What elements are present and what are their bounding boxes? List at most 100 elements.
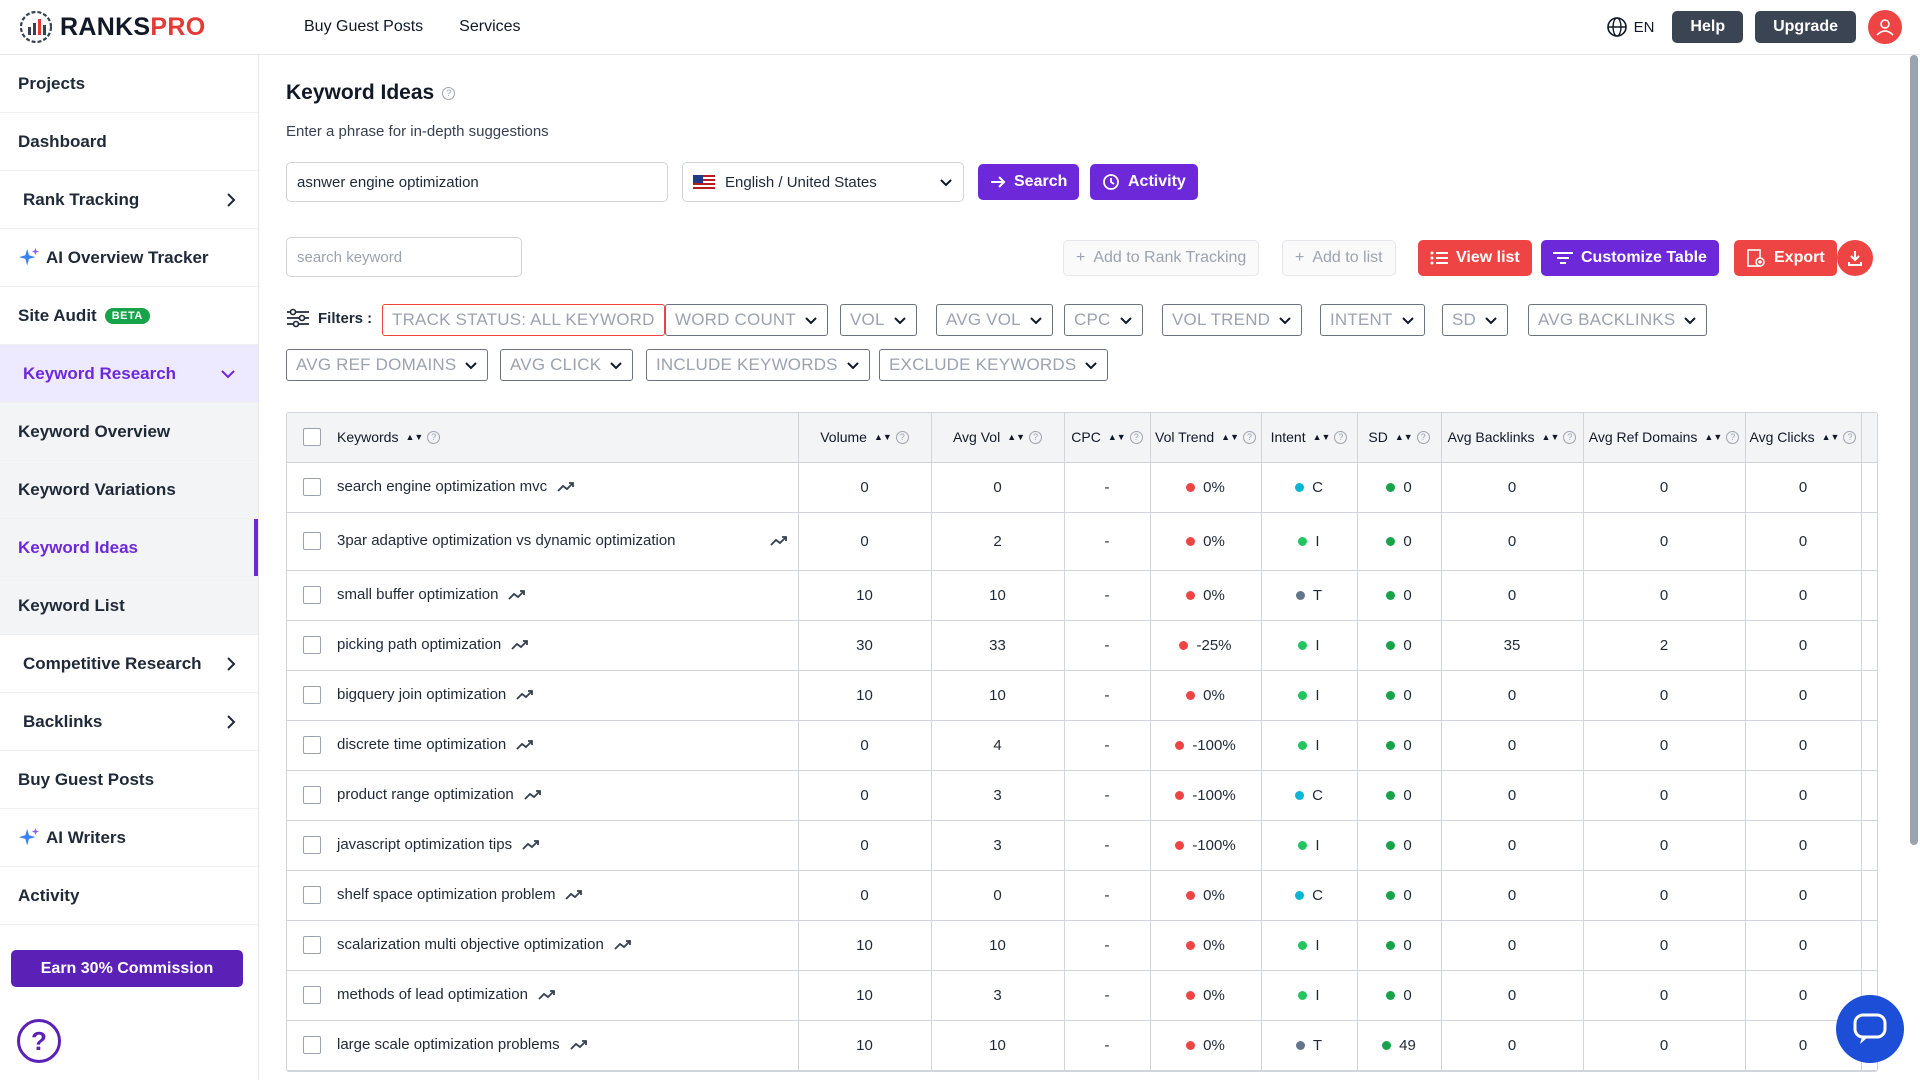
info-icon[interactable]: ? (1726, 430, 1740, 444)
column-header-avg-backlinks[interactable]: Avg Backlinks ▲▼? (1441, 413, 1584, 463)
trend-chart-icon[interactable] (614, 939, 632, 951)
filter-chip-exclude-keywords[interactable]: EXCLUDE KEYWORDS (879, 349, 1109, 381)
info-icon[interactable]: ? (427, 430, 441, 444)
locale-select[interactable]: English / United States (682, 162, 964, 202)
download-button[interactable] (1837, 240, 1873, 276)
avatar[interactable] (1868, 10, 1902, 44)
info-icon[interactable]: ? (1334, 430, 1348, 444)
trend-chart-icon[interactable] (565, 889, 583, 901)
filter-chip-avg-vol[interactable]: AVG VOL (936, 304, 1053, 336)
sidebar-item-keyword-list[interactable]: Keyword List (0, 577, 258, 635)
filter-chip-track-status-all-keyword[interactable]: TRACK STATUS: ALL KEYWORD (382, 304, 665, 336)
table-row[interactable]: 3par adaptive optimization vs dynamic op… (287, 512, 1877, 571)
sidebar-item-ai-overview[interactable]: AI Overview Tracker (0, 229, 258, 287)
keyword-text[interactable]: 3par adaptive optimization vs dynamic op… (337, 532, 676, 549)
earn-commission-button[interactable]: Earn 30% Commission (11, 950, 243, 987)
page-scrollbar[interactable] (1910, 55, 1918, 845)
column-header-volume[interactable]: Volume ▲▼? (798, 413, 932, 463)
row-checkbox[interactable] (303, 686, 321, 705)
sidebar-item-site-audit[interactable]: Site Audit BETA (0, 287, 258, 345)
filter-chip-avg-ref-domains[interactable]: AVG REF DOMAINS (286, 349, 489, 381)
sidebar-item-keyword-ideas[interactable]: Keyword Ideas (0, 519, 258, 577)
keyword-text[interactable]: product range optimization (337, 786, 514, 803)
filter-chip-intent[interactable]: INTENT (1320, 304, 1425, 336)
filter-chip-avg-click[interactable]: AVG CLICK (500, 349, 634, 381)
filter-chip-vol-trend[interactable]: VOL TREND (1162, 304, 1303, 336)
phrase-input[interactable] (286, 162, 668, 202)
language-selector[interactable]: EN (1606, 16, 1654, 38)
keyword-text[interactable]: methods of lead optimization (337, 986, 528, 1003)
customize-table-button[interactable]: Customize Table (1541, 240, 1719, 276)
trend-chart-icon[interactable] (557, 481, 575, 493)
table-row[interactable]: picking path optimization 30 33- -25% I 0 35 2 0 (287, 620, 1877, 671)
table-row[interactable]: discrete time optimization 0 4- -100% I 0 0 0 0 (287, 720, 1877, 771)
keyword-text[interactable]: small buffer optimization (337, 586, 499, 603)
sidebar-item-activity[interactable]: Activity (0, 867, 258, 925)
table-row[interactable]: small buffer optimization 10 10-0% T 0 0 0 0 (287, 570, 1877, 621)
topnav-buy-guest-posts[interactable]: Buy Guest Posts (304, 18, 424, 35)
column-header-sd[interactable]: SD ▲▼? (1357, 413, 1442, 463)
sidebar-item-ai-writers[interactable]: AI Writers (0, 809, 258, 867)
topnav-services[interactable]: Services (459, 18, 521, 35)
row-checkbox[interactable] (303, 586, 321, 605)
table-row[interactable]: javascript optimization tips 0 3- -100% I 0 0 0… (287, 820, 1877, 871)
column-header-keywords[interactable]: Keywords ▲▼? (337, 413, 799, 463)
column-header-avg-clicks[interactable]: Avg Clicks ▲▼? (1745, 413, 1862, 463)
filter-chip-avg-backlinks[interactable]: AVG BACKLINKS (1528, 304, 1708, 336)
sidebar-item-projects[interactable]: Projects (0, 55, 258, 113)
add-to-rank-tracking-button[interactable]: + Add to Rank Tracking (1063, 240, 1260, 276)
sidebar-item-keyword-variations[interactable]: Keyword Variations (0, 461, 258, 519)
filter-chip-include-keywords[interactable]: INCLUDE KEYWORDS (646, 349, 870, 381)
info-icon[interactable]: ? (1129, 430, 1143, 444)
row-checkbox[interactable] (303, 478, 321, 497)
row-checkbox[interactable] (303, 936, 321, 955)
info-icon[interactable]: ? (1843, 430, 1857, 444)
row-checkbox[interactable] (303, 1036, 321, 1055)
help-circle-icon[interactable]: ? (17, 1019, 61, 1063)
trend-chart-icon[interactable] (524, 789, 542, 801)
trend-chart-icon[interactable] (516, 739, 534, 751)
sidebar-item-keyword-research[interactable]: Keyword Research (0, 345, 258, 403)
column-header-cpc[interactable]: CPC ▲▼? (1064, 413, 1151, 463)
info-icon[interactable]: ? (895, 430, 909, 444)
search-keyword-input[interactable]: search keyword (286, 237, 522, 277)
table-row[interactable]: shelf space optimization problem 0 0-0% C 0 0… (287, 870, 1877, 921)
table-row[interactable]: large scale optimization problems 10 10-0%… (287, 1020, 1877, 1071)
row-checkbox[interactable] (303, 986, 321, 1005)
upgrade-button[interactable]: Upgrade (1755, 11, 1856, 43)
keyword-text[interactable]: discrete time optimization (337, 736, 507, 753)
sidebar-item-buy-guest-posts[interactable]: Buy Guest Posts (0, 751, 258, 809)
keyword-text[interactable]: picking path optimization (337, 636, 502, 653)
filter-chip-vol[interactable]: VOL (840, 304, 917, 336)
info-icon[interactable]: ? (1029, 430, 1043, 444)
row-checkbox[interactable] (303, 886, 321, 905)
row-checkbox[interactable] (303, 836, 321, 855)
export-button[interactable]: Export (1734, 240, 1837, 276)
column-header-intent[interactable]: Intent ▲▼? (1261, 413, 1358, 463)
trend-chart-icon[interactable] (538, 989, 556, 1001)
info-icon[interactable]: ? (1563, 430, 1577, 444)
info-icon[interactable]: ? (1242, 430, 1256, 444)
info-icon[interactable]: ? (1416, 430, 1430, 444)
filter-chip-cpc[interactable]: CPC (1064, 304, 1143, 336)
sidebar-item-rank-tracking[interactable]: Rank Tracking (0, 171, 258, 229)
table-row[interactable]: methods of lead optimization 10 3-0% I 0 0 0 0 (287, 970, 1877, 1021)
column-header-avg-vol[interactable]: Avg Vol ▲▼? (931, 413, 1065, 463)
trend-chart-icon[interactable] (522, 839, 540, 851)
keyword-text[interactable]: shelf space optimization problem (337, 886, 556, 903)
keyword-text[interactable]: search engine optimization mvc (337, 478, 548, 495)
trend-chart-icon[interactable] (569, 1039, 588, 1051)
filter-chip-word-count[interactable]: WORD COUNT (665, 304, 828, 336)
help-button[interactable]: Help (1672, 11, 1744, 43)
sidebar-item-competitive-research[interactable]: Competitive Research (0, 635, 258, 693)
row-checkbox[interactable] (303, 786, 321, 805)
add-to-list-button[interactable]: + Add to list (1282, 240, 1396, 276)
activity-button[interactable]: Activity (1090, 164, 1198, 200)
row-checkbox[interactable] (303, 736, 321, 755)
row-checkbox[interactable] (303, 636, 321, 655)
select-all-checkbox[interactable] (303, 428, 321, 447)
filter-chip-sd[interactable]: SD (1442, 304, 1509, 336)
search-button[interactable]: Search (978, 164, 1080, 200)
chat-widget-button[interactable] (1836, 995, 1904, 1063)
sidebar-item-backlinks[interactable]: Backlinks (0, 693, 258, 751)
